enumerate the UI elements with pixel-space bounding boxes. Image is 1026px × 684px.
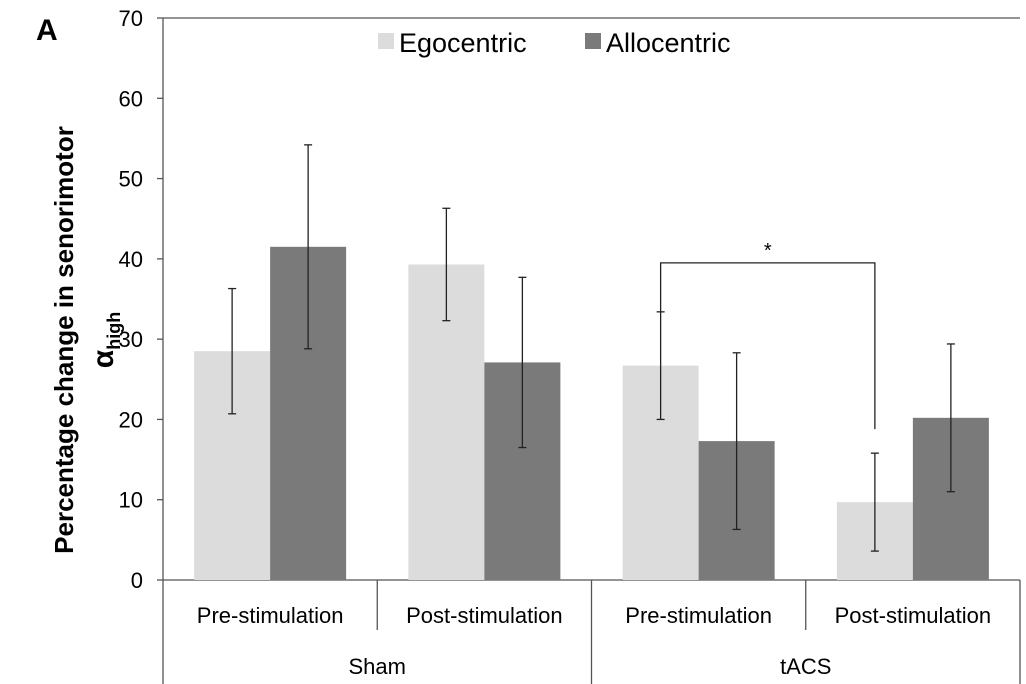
y-axis-symbol: αhigh: [87, 312, 124, 368]
legend-swatch-egocentric: [378, 33, 394, 49]
y-tick-label: 60: [119, 86, 143, 111]
y-tick-label: 10: [119, 488, 143, 513]
annotations: *: [659, 240, 876, 430]
x-tick-label: Post-stimulation: [406, 603, 563, 628]
significance-marker: *: [764, 240, 772, 262]
significance-bracket: [659, 262, 876, 430]
error-bars: [228, 144, 955, 552]
group-label: tACS: [780, 654, 831, 679]
y-tick-label: 40: [119, 247, 143, 272]
panel-label: A: [36, 14, 58, 47]
y-tick-label: 50: [119, 167, 143, 192]
group-label: Sham: [349, 654, 406, 679]
legend-label-egocentric: Egocentric: [399, 28, 527, 58]
bars: [194, 246, 989, 581]
x-tick-label: Post-stimulation: [835, 603, 992, 628]
y-tick-label: 20: [119, 407, 143, 432]
legend-label-allocentric: Allocentric: [606, 28, 731, 58]
y-tick-label: 70: [119, 6, 143, 31]
y-axis-label: Percentage change in senorimotor: [49, 126, 79, 554]
legend: Egocentric Allocentric: [378, 28, 731, 58]
axes: 0 10 20 30 40 50 60 70 Pre-stimulation Post-stimu…: [119, 6, 1021, 684]
x-tick-label: Pre-stimulation: [625, 603, 772, 628]
y-axis-title: Percentage change in senorimotor αhigh: [49, 126, 124, 554]
y-tick-label: 0: [131, 568, 143, 593]
legend-swatch-allocentric: [585, 33, 601, 49]
x-tick-label: Pre-stimulation: [197, 603, 344, 628]
y-tick-label: 30: [119, 327, 143, 352]
